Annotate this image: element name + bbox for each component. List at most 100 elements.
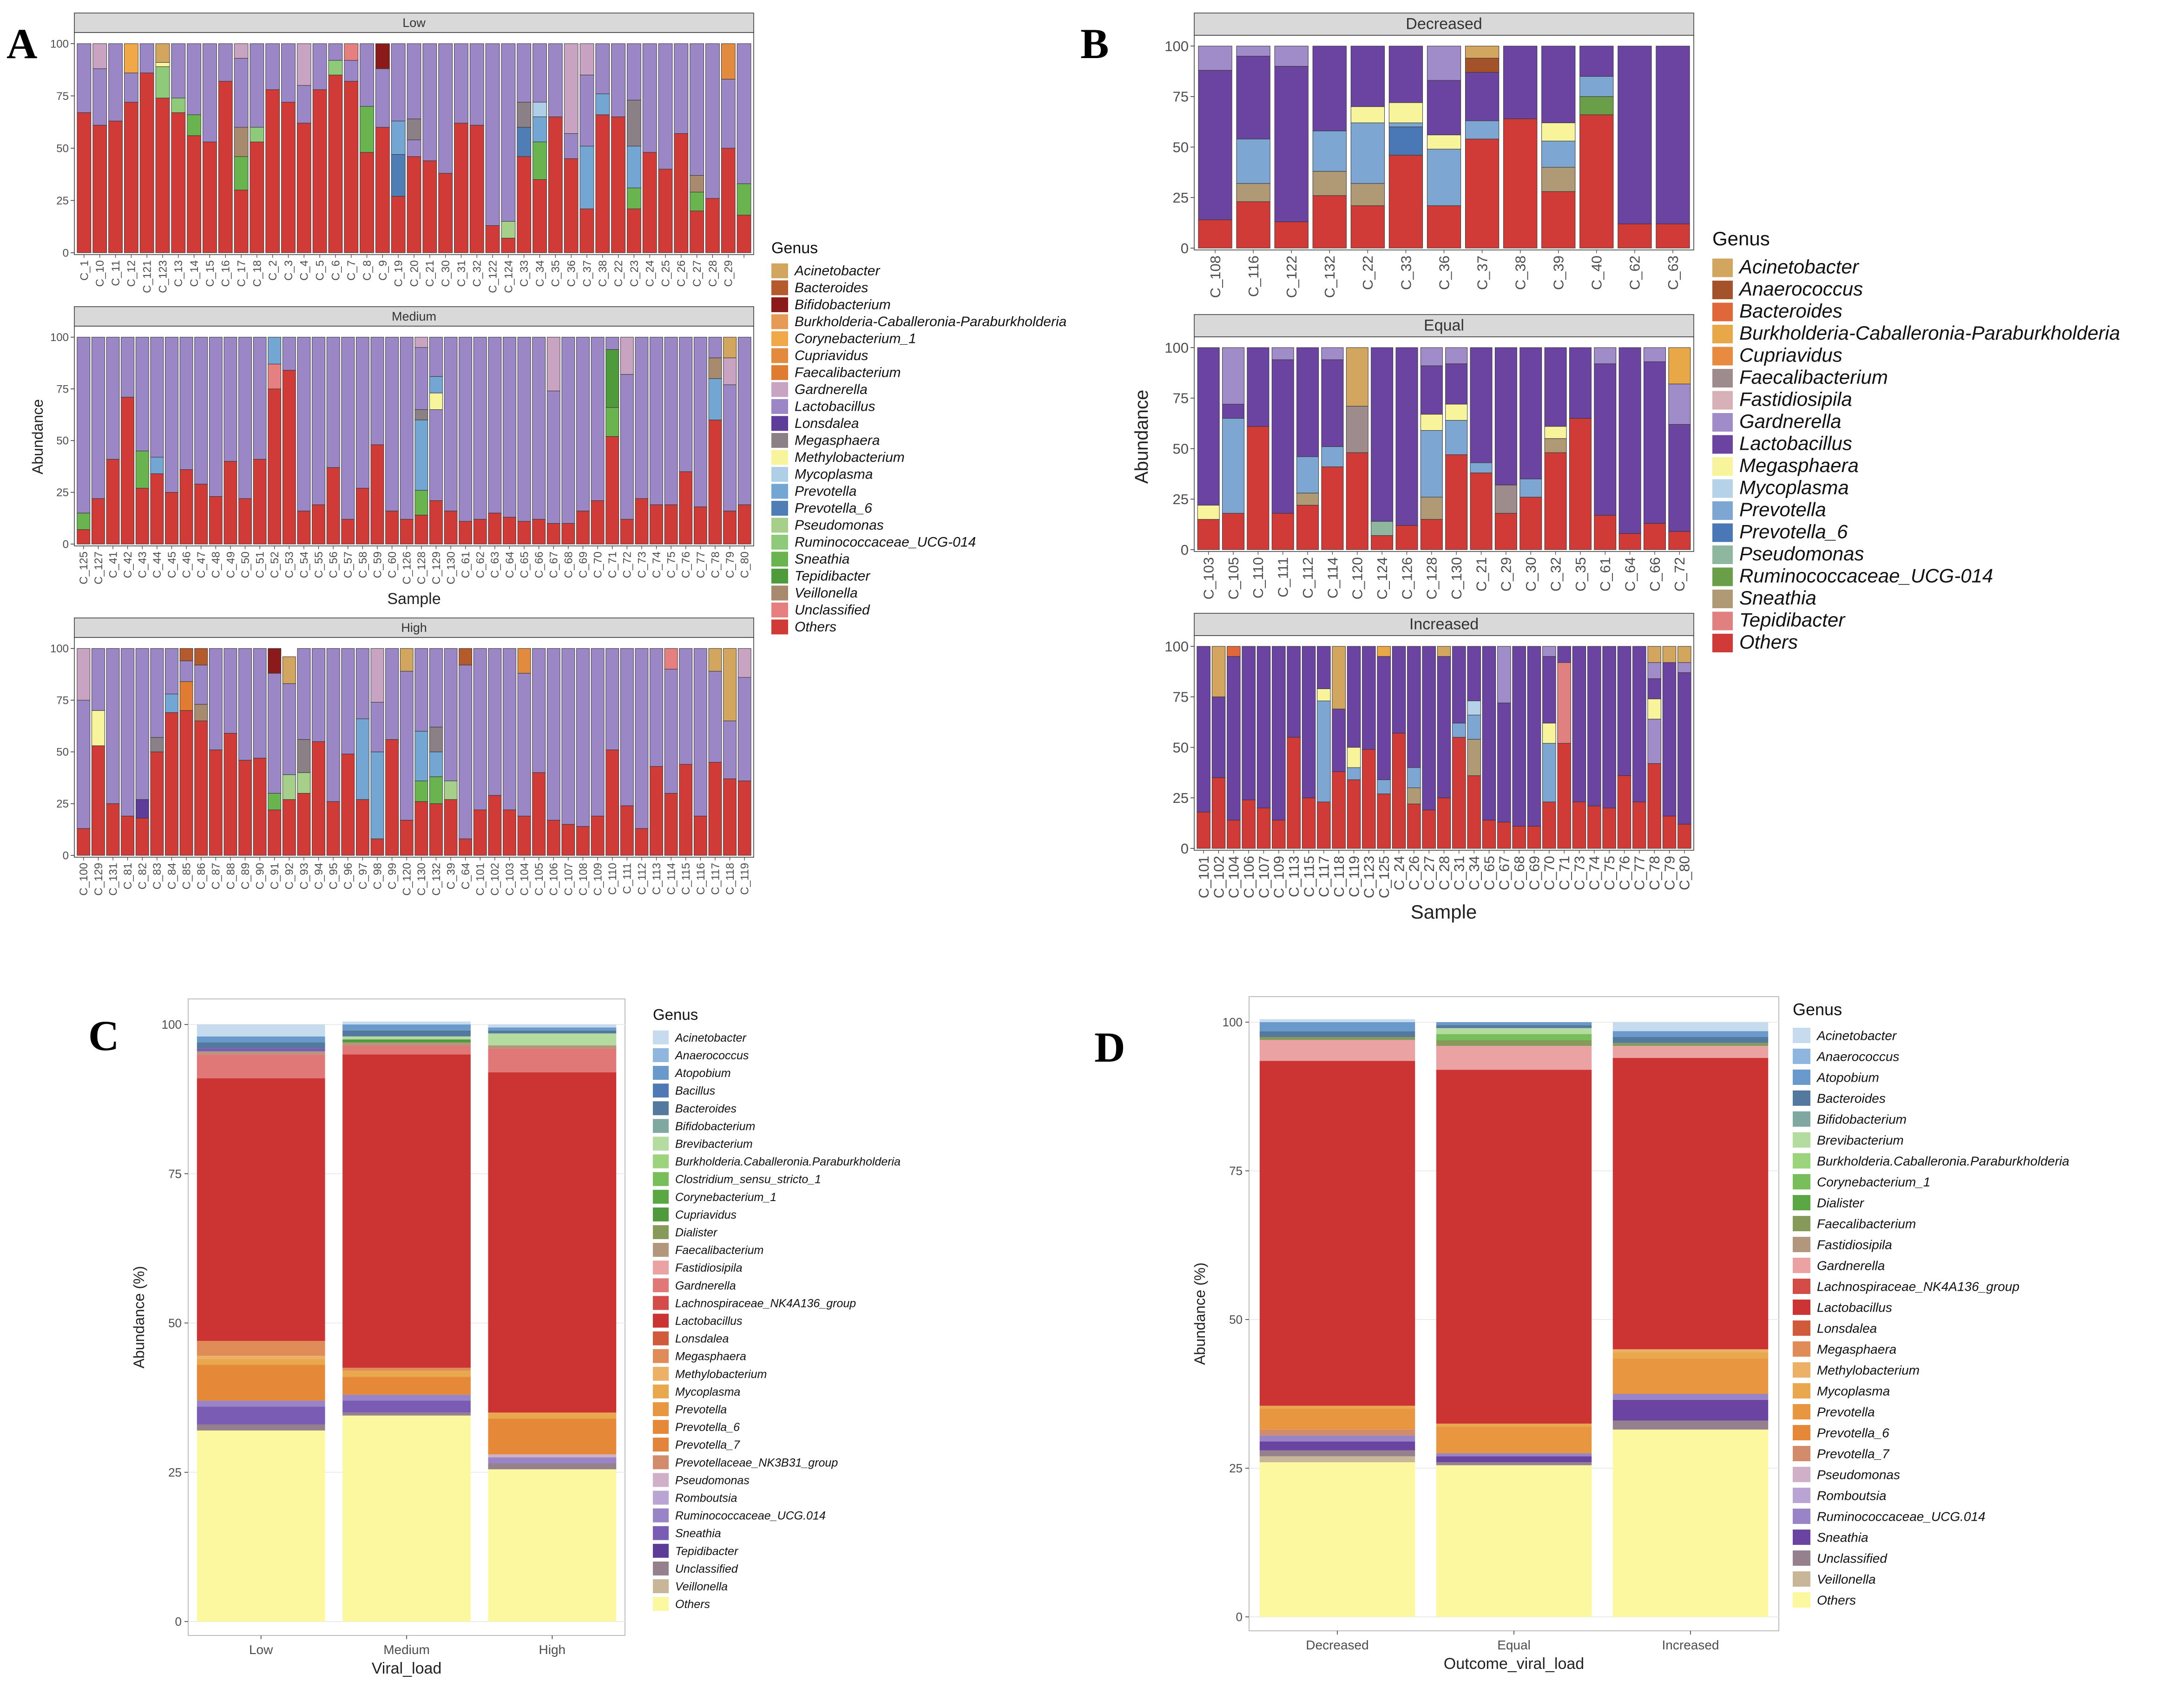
bar-segment-others (693, 506, 707, 545)
bar-segment-lactobacillus (328, 43, 343, 61)
bar-segment-lactobacillus (444, 337, 458, 512)
legend-swatch-fastidiosipila (653, 1261, 669, 1275)
bar-segment-others (203, 141, 217, 253)
x-tick-label: C_34 (534, 260, 546, 287)
legend-swatch-mycoplasma (653, 1384, 669, 1399)
bar-segment-others (135, 488, 149, 545)
bar-segment-lactobacillus (360, 43, 374, 107)
bar-segment-faecalibacterium (342, 1042, 471, 1045)
bar-segment-atopobium (197, 1036, 325, 1043)
legend-swatch-prevotella-7 (1793, 1446, 1810, 1461)
bar-segment-sneathia (135, 451, 149, 489)
bar-segment-burkholderia-caballeronia-paraburkholderia (1377, 646, 1391, 657)
bar-segment-lactobacillus (576, 337, 590, 512)
x-tick-label: C_119 (739, 863, 751, 895)
bar-segment-others (708, 420, 722, 545)
bar-segment-others (268, 809, 282, 856)
x-tick-label: C_39 (445, 863, 457, 889)
bar-segment-lactobacillus (664, 337, 678, 505)
x-tick-label: C_11 (110, 260, 122, 286)
x-tick-label: C_35 (1572, 557, 1589, 591)
bar-segment-others (92, 745, 105, 856)
bar-segment-others (635, 498, 649, 545)
legend-swatch-sneathia (1712, 590, 1733, 608)
legend-swatch-dialister (1793, 1195, 1810, 1210)
bar-segment-megasphaera (429, 727, 443, 752)
y-tick-label: 25 (1173, 790, 1189, 806)
bar-segment-veillonella (1259, 1456, 1415, 1463)
x-tick-label: C_46 (180, 552, 193, 578)
x-tick-label: C_24 (1391, 856, 1407, 890)
bar-segment-lactobacillus (234, 58, 249, 128)
bar-segment-veillonella (194, 704, 208, 722)
bar-segment-lactobacillus (355, 337, 369, 489)
legend-label-lactobacillus: Lactobacillus (675, 1314, 743, 1327)
bar-segment-others (1407, 803, 1421, 849)
bar-segment-lactobacillus (1407, 646, 1421, 768)
bar-segment-ruminococcaceae-ucg-014 (488, 1457, 617, 1464)
legend-swatch-acinetobacter (771, 263, 788, 278)
bar-segment-lactobacillus (469, 43, 484, 125)
bar-segment-lactobacillus (1644, 361, 1666, 524)
x-tick-label: C_21 (1473, 557, 1489, 591)
bar-segment-mycoplasma (533, 102, 547, 117)
bar-segment-megasphaera (1445, 404, 1468, 421)
bar-segment-gardnerella (1647, 719, 1661, 764)
bar-segment-lactobacillus (1271, 359, 1294, 514)
bar-segment-lactobacillus (473, 337, 487, 520)
bar-segment-others (1677, 824, 1691, 849)
bar-segment-prevotella (355, 718, 369, 800)
legend-title: Genus (653, 1006, 698, 1023)
legend-swatch-prevotella (1793, 1404, 1810, 1419)
bar-segment-lonsdalea (135, 799, 149, 819)
bar-segment-prevotella (1542, 743, 1556, 802)
bar-segment-others (473, 809, 487, 856)
bar-segment-ruminococcaceae-ucg-014 (155, 66, 170, 98)
x-tick-label: C_32 (1547, 557, 1564, 591)
x-tick-label: C_124 (1374, 557, 1390, 599)
legend-swatch-lactobacillus (771, 399, 788, 414)
facet-strip-label: Decreased (1406, 15, 1482, 33)
legend-swatch-ruminococcaceae-ucg-014 (1793, 1509, 1810, 1524)
y-tick-label: 50 (168, 1316, 182, 1330)
y-tick-label: 75 (1173, 390, 1189, 407)
y-tick-label: 75 (168, 1167, 182, 1181)
bar-segment-lactobacillus (503, 337, 516, 518)
bar-segment-others (139, 72, 154, 253)
x-tick-label: C_67 (548, 552, 560, 578)
x-tick-label: C_59 (371, 552, 384, 578)
bar-segment-others (576, 511, 590, 545)
x-axis-title: Sample (1411, 901, 1477, 923)
bar-segment-lactobacillus (1395, 347, 1418, 526)
legend-label-prevotella: Prevotella (1817, 1405, 1875, 1419)
bar-segment-lactobacillus (693, 337, 707, 507)
bar-segment-others (485, 225, 500, 253)
bar-segment-ruminococcaceae-ucg-014 (342, 1394, 471, 1401)
bar-segment-lactobacillus (1470, 347, 1493, 463)
bar-segment-others (296, 123, 311, 253)
legend-label-prevotella: Prevotella (675, 1403, 727, 1416)
bar-segment-lactobacillus (650, 648, 663, 767)
legend-swatch-tepidibacter (771, 568, 788, 584)
bar-segment-ruminococcaceae-ucg-014 (171, 98, 186, 113)
bar-segment-atopobium (488, 1027, 617, 1031)
x-tick-label: C_115 (680, 863, 692, 895)
bar-segment-lactobacillus (1602, 646, 1616, 808)
bar-segment-lactobacillus (203, 43, 217, 142)
bar-segment-lactobacillus (375, 68, 390, 128)
x-tick-label: C_123 (1361, 856, 1377, 898)
bar-segment-others (1618, 223, 1652, 249)
bar-segment-lactobacillus (282, 683, 296, 775)
bar-segment-lactobacillus (1392, 646, 1406, 734)
bar-segment-bacteroides (1436, 1025, 1592, 1028)
bar-segment-megasphaera (1647, 698, 1661, 720)
bar-segment-others (194, 484, 208, 545)
bar-segment-others (77, 828, 91, 856)
legend-swatch-others (771, 619, 788, 635)
x-tick-label: C_130 (415, 863, 428, 896)
bar-segment-others (1271, 513, 1294, 550)
bar-segment-acinetobacter (1346, 347, 1368, 407)
bar-segment-prevotella (595, 93, 610, 115)
bar-segment-others (1222, 513, 1244, 550)
